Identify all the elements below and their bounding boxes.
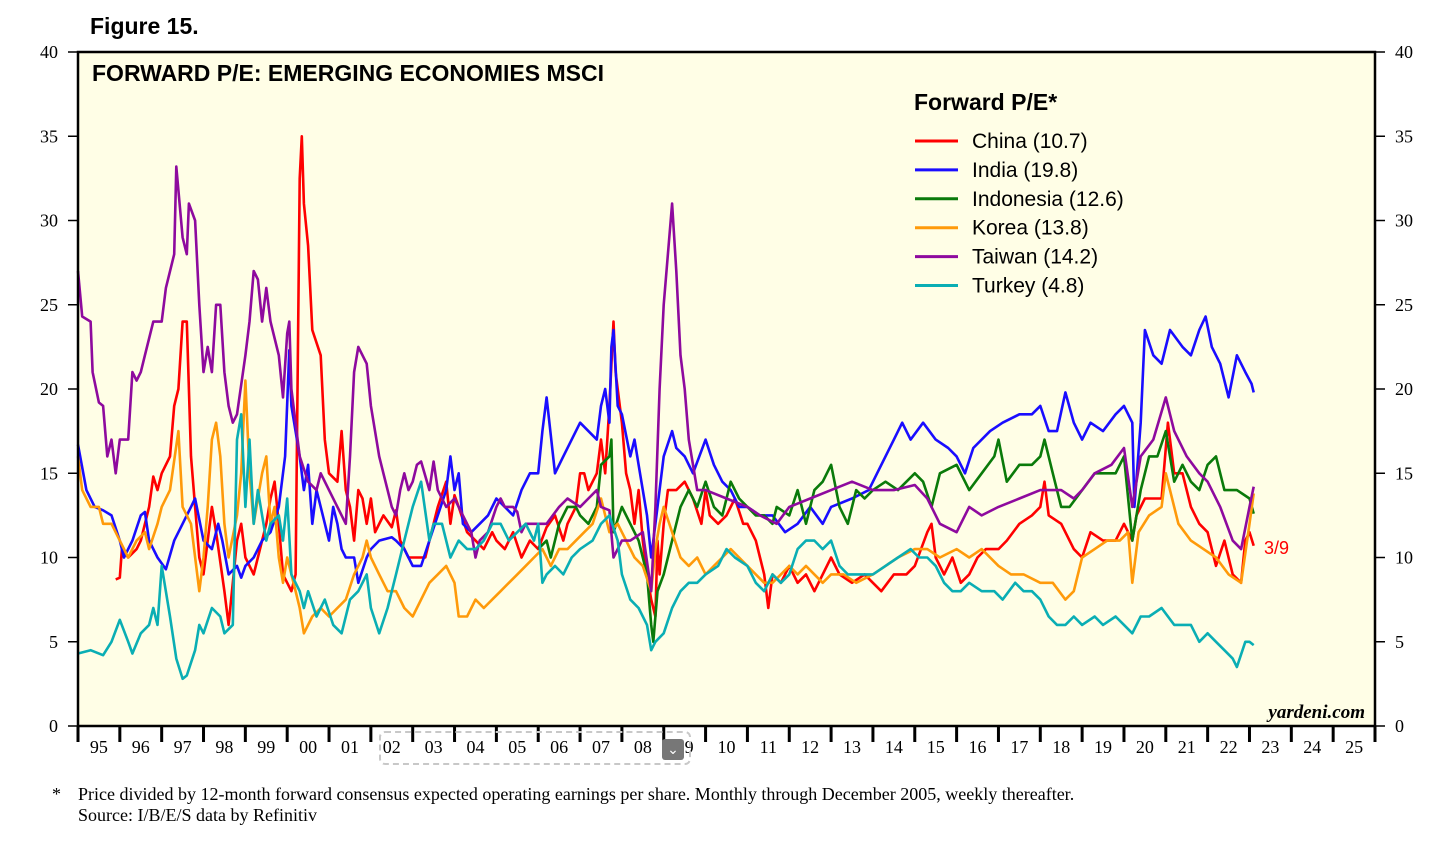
figure-label: Figure 15. [90, 13, 199, 39]
x-tick-label: 04 [466, 737, 484, 757]
y-tick-label-right: 5 [1395, 632, 1404, 652]
x-tick-label: 20 [1136, 737, 1154, 757]
footnote-line-2: Source: I/B/E/S data by Refinitiv [78, 805, 317, 825]
end-date-label: 3/9 [1264, 538, 1289, 558]
chart-title: FORWARD P/E: EMERGING ECONOMIES MSCI [92, 60, 604, 86]
legend: China (10.7) India (19.8) Indonesia (12.6)… [915, 130, 1124, 298]
x-tick-label: 98 [215, 737, 233, 757]
series-line-indonesia [537, 429, 1255, 644]
x-tick-label: 03 [425, 737, 443, 757]
y-tick-label-left: 25 [40, 295, 58, 315]
legend-label: Indonesia (12.6) [972, 188, 1124, 211]
x-tick-label: 24 [1303, 737, 1321, 757]
x-tick-label: 00 [299, 737, 317, 757]
x-tick-label: 21 [1178, 737, 1196, 757]
y-tick-label-left: 35 [40, 126, 58, 146]
y-tick-label-right: 40 [1395, 42, 1413, 62]
x-tick-label: 07 [592, 737, 610, 757]
series-line-turkey [77, 413, 1255, 681]
x-tick-label: 17 [1010, 737, 1028, 757]
x-tick-label: 15 [927, 737, 945, 757]
series-line-india [76, 315, 1255, 585]
footnote-line-1: Price divided by 12-month forward consen… [78, 784, 1075, 804]
x-tick-label: 02 [383, 737, 401, 757]
y-tick-label-left: 20 [40, 379, 58, 399]
y-tick-label-left: 10 [40, 548, 58, 568]
series-line-korea [76, 379, 1255, 635]
footnote-marker: * [52, 784, 61, 804]
legend-label: Taiwan (14.2) [972, 246, 1098, 269]
x-tick-label: 12 [801, 737, 819, 757]
y-tick-label-left: 5 [49, 632, 58, 652]
plot-area [78, 52, 1375, 726]
x-tick-label: 05 [508, 737, 526, 757]
x-tick-label: 19 [1094, 737, 1112, 757]
x-tick-label: 10 [718, 737, 736, 757]
x-tick-label: 25 [1345, 737, 1363, 757]
y-tick-label-right: 30 [1395, 211, 1413, 231]
legend-title: Forward P/E* [914, 89, 1057, 115]
series-layer [76, 135, 1255, 681]
x-tick-label: 96 [132, 737, 150, 757]
y-tick-label-right: 35 [1395, 126, 1413, 146]
y-tick-label-left: 0 [49, 716, 58, 736]
y-tick-label-right: 20 [1395, 379, 1413, 399]
y-tick-label-right: 10 [1395, 548, 1413, 568]
x-tick-label: 97 [174, 737, 192, 757]
chevron-down-icon: ⌄ [667, 741, 679, 757]
watermark-yardeni: yardeni.com [1266, 702, 1365, 723]
legend-label: India (19.8) [972, 159, 1078, 182]
x-tick-label: 14 [885, 737, 903, 757]
y-tick-label-right: 15 [1395, 463, 1413, 483]
x-tick-label: 06 [550, 737, 568, 757]
x-tick-label: 11 [760, 737, 777, 757]
expand-button[interactable]: ⌄ [662, 739, 684, 760]
x-tick-label: 99 [257, 737, 275, 757]
y-tick-label-right: 25 [1395, 295, 1413, 315]
x-tick-label: 08 [634, 737, 652, 757]
y-tick-label-left: 40 [40, 42, 58, 62]
x-tick-label: 18 [1052, 737, 1070, 757]
y-tick-label-right: 0 [1395, 716, 1404, 736]
selection-dashed-box[interactable] [379, 731, 691, 765]
x-tick-label: 22 [1220, 737, 1238, 757]
x-tick-label: 23 [1261, 737, 1279, 757]
legend-label: Korea (13.8) [972, 217, 1089, 240]
series-line-taiwan [76, 165, 1255, 593]
x-tick-label: 13 [843, 737, 861, 757]
x-tick-label: 95 [90, 737, 108, 757]
x-tick-label: 01 [341, 737, 359, 757]
legend-label: Turkey (4.8) [972, 275, 1084, 298]
y-tick-label-left: 15 [40, 463, 58, 483]
y-tick-label-left: 30 [40, 211, 58, 231]
footnote: * Price divided by 12-month forward conse… [52, 784, 1074, 826]
x-tick-label: 16 [969, 737, 987, 757]
legend-label: China (10.7) [972, 130, 1088, 153]
